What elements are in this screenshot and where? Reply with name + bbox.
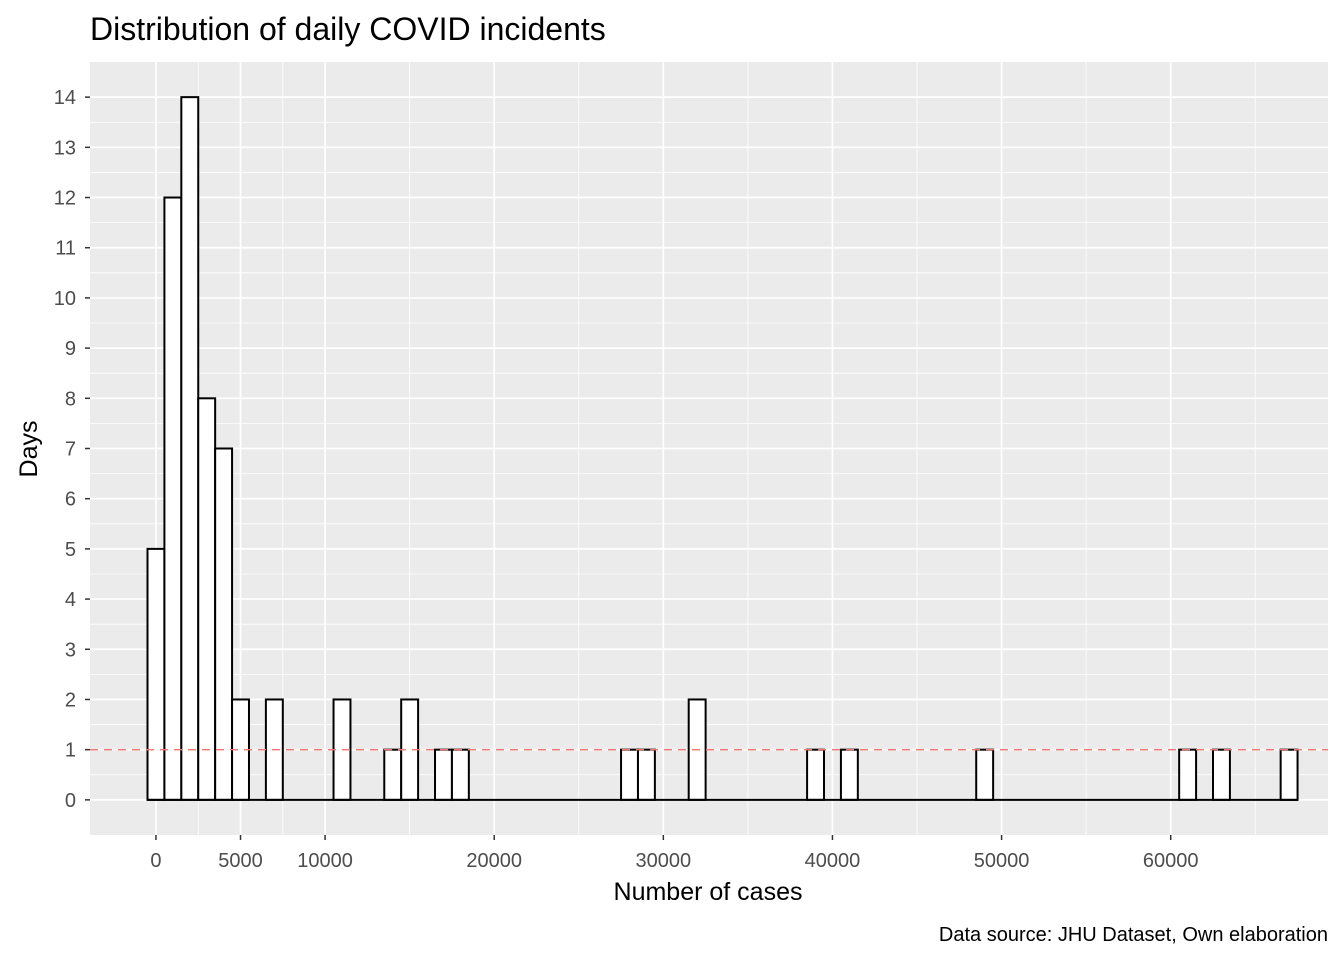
y-tick-label: 10 [54, 288, 76, 310]
histogram-bar [806, 748, 826, 801]
x-tick-label: 5000 [218, 850, 263, 872]
histogram-bar [975, 748, 995, 801]
x-tick-label: 30000 [636, 850, 692, 872]
x-tick-label: 20000 [466, 850, 522, 872]
histogram-bar [1178, 748, 1198, 801]
histogram-bar [163, 196, 183, 801]
y-tick-label: 7 [65, 439, 76, 461]
y-axis-title: Days [15, 421, 43, 478]
histogram-bar [839, 748, 859, 801]
y-tick-label: 13 [54, 137, 76, 159]
y-tick-label: 4 [65, 589, 76, 611]
chart-title: Distribution of daily COVID incidents [90, 11, 606, 47]
histogram-bar [1279, 748, 1299, 801]
y-tick-label: 6 [65, 489, 76, 511]
histogram-bar [146, 547, 166, 801]
histogram-bar [197, 397, 217, 801]
y-tick-label: 11 [55, 238, 76, 260]
chart-caption: Data source: JHU Dataset, Own elaboratio… [939, 924, 1328, 946]
y-tick-label: 9 [65, 338, 76, 360]
x-tick-label: 60000 [1143, 850, 1199, 872]
x-axis-ticks: 0 5000 10000 20000 30000 40000 50000 60000 [150, 835, 1199, 872]
major-gridlines [90, 62, 1328, 835]
y-tick-label: 8 [65, 388, 76, 410]
histogram-bar [383, 748, 403, 801]
x-tick-label: 40000 [805, 850, 861, 872]
x-tick-label: 50000 [974, 850, 1030, 872]
y-tick-label: 14 [54, 87, 76, 109]
y-tick-label: 12 [54, 188, 76, 210]
y-tick-label: 5 [65, 539, 76, 561]
histogram-bar [434, 748, 453, 801]
histogram-bar [636, 748, 656, 801]
minor-gridlines [90, 62, 1328, 835]
x-tick-label: 10000 [297, 850, 353, 872]
histogram-bar [1211, 748, 1231, 801]
histogram-bar [180, 96, 200, 801]
x-axis-title: Number of cases [614, 878, 803, 906]
histogram-bar [214, 447, 234, 801]
histogram-bar [450, 748, 470, 801]
y-tick-label: 2 [65, 689, 76, 711]
histogram-bar [620, 748, 639, 801]
y-tick-label: 3 [65, 639, 76, 661]
histogram-bars [146, 96, 1299, 801]
y-tick-label: 0 [65, 790, 76, 812]
x-tick-label: 0 [150, 850, 161, 872]
y-tick-label: 1 [65, 740, 76, 762]
